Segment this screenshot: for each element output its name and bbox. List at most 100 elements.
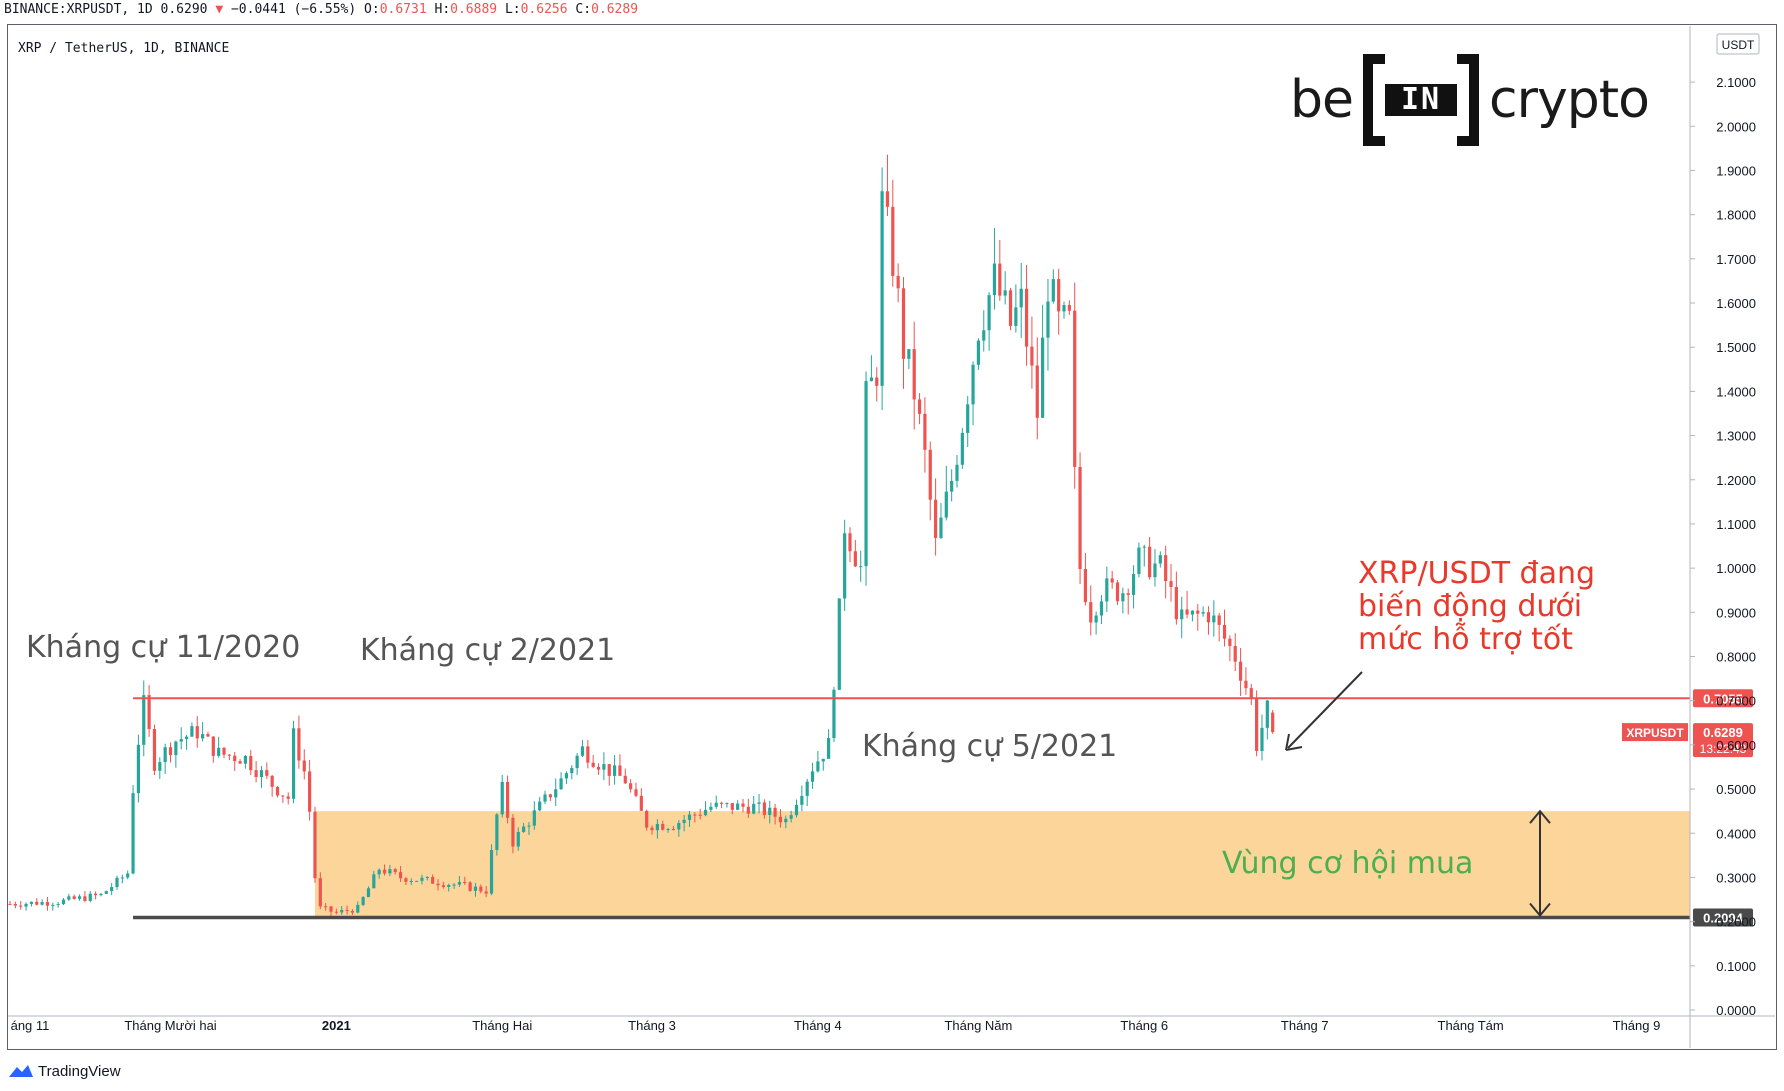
candle-body: [425, 876, 429, 878]
candle-body: [527, 825, 531, 827]
candle-body: [1030, 346, 1034, 366]
candle-body: [233, 755, 237, 762]
tradingview-brand[interactable]: TradingView: [8, 1060, 121, 1082]
candle-body: [1067, 305, 1071, 311]
x-tick-label: áng 11: [11, 1018, 50, 1033]
candle-body: [265, 770, 269, 776]
candle-body: [907, 349, 911, 359]
candle-body: [479, 886, 483, 892]
candle-body: [206, 734, 210, 737]
candle-body: [83, 896, 87, 901]
candle-body: [816, 761, 820, 772]
candle-body: [971, 364, 975, 405]
candle-body: [308, 771, 312, 812]
symbol-line: BINANCE:XRPUSDT, 1D 0.6290: [4, 2, 208, 17]
candle-body: [147, 695, 151, 730]
candle-body: [40, 902, 44, 905]
candle-body: [1190, 610, 1195, 615]
x-tick-label: Tháng 3: [628, 1018, 676, 1033]
candle-body: [586, 746, 590, 763]
logo-in-box: IN: [1363, 54, 1479, 146]
candle-body: [1046, 301, 1050, 338]
x-tick-label: Tháng Hai: [472, 1018, 532, 1033]
candle-body: [559, 778, 563, 790]
symbol-info-bar: BINANCE:XRPUSDT, 1D 0.6290 ▼ −0.0441 (−6…: [4, 2, 638, 22]
candle-body: [810, 771, 815, 782]
candle-body: [356, 904, 360, 913]
candle-body: [992, 263, 997, 296]
candle-body: [1035, 365, 1039, 418]
candle-body: [880, 191, 884, 386]
current-price-tag: [1693, 723, 1753, 758]
y-tick-label: 2.0000: [1716, 119, 1756, 134]
candle-body: [388, 869, 392, 874]
candle-body: [736, 803, 740, 810]
candle-body: [596, 766, 601, 770]
candle-body: [398, 872, 403, 879]
candle-body: [1051, 279, 1055, 302]
candles-group: [8, 154, 1275, 917]
candle-body: [891, 206, 895, 276]
chart-frame[interactable]: [7, 24, 1777, 1050]
annotations: Kháng cự 11/2020 Kháng cự 2/2021 Kháng cự …: [26, 556, 1595, 918]
y-tick-label: 0.3000: [1716, 870, 1756, 885]
candle-body: [484, 891, 488, 894]
y-tick-label: 0.1000: [1716, 959, 1756, 974]
price-levels: 0.7055 0.2094 XRPUSDT 0.6289 13:22:43: [133, 689, 1753, 927]
candle-body: [142, 695, 146, 745]
candle-body: [709, 806, 713, 810]
candle-body: [152, 729, 157, 771]
candle-body: [998, 263, 1002, 296]
annotation-text: biến động dưới: [1358, 589, 1582, 624]
candle-body: [281, 795, 285, 797]
candle-body: [179, 739, 183, 742]
candle-body: [1238, 661, 1243, 681]
logo-be: be: [1290, 70, 1354, 130]
candle-body: [131, 793, 135, 874]
candle-body: [693, 814, 697, 816]
candle-body: [377, 869, 381, 875]
annotation-text: Kháng cự 11/2020: [26, 630, 300, 665]
y-tick-label: 1.1000: [1716, 517, 1756, 532]
close-value: 0.6289: [591, 2, 639, 17]
candle-body: [1105, 578, 1109, 602]
candle-body: [163, 747, 167, 763]
candle-body: [1158, 555, 1162, 564]
candle-body: [420, 877, 424, 881]
candle-body: [382, 869, 387, 874]
candle-body: [1222, 624, 1227, 639]
candle-body: [45, 902, 50, 906]
countdown-label: 13:22:43: [1700, 742, 1747, 756]
candle-body: [575, 755, 579, 769]
candle-body: [1008, 290, 1013, 326]
candle-body: [629, 783, 633, 790]
pointer-arrow-line: [1287, 671, 1363, 749]
candle-body: [350, 910, 355, 913]
candle-body: [243, 755, 248, 764]
candle-body: [1057, 279, 1061, 312]
candle-body: [1169, 581, 1173, 587]
candle-body: [1115, 582, 1120, 602]
candle-body: [725, 803, 729, 805]
candle-body: [1271, 712, 1275, 733]
candle-body: [409, 880, 413, 882]
symbol-tag-label: XRPUSDT: [1626, 726, 1684, 740]
candle-body: [1131, 574, 1136, 595]
y-tick-label: 0.2000: [1716, 915, 1756, 930]
candle-body: [885, 191, 890, 207]
candle-body: [61, 899, 66, 905]
candle-body: [211, 736, 215, 756]
x-tick-label: Tháng Năm: [944, 1018, 1012, 1033]
candle-body: [184, 736, 189, 740]
candle-body: [77, 896, 82, 899]
x-tick-label: Tháng 4: [794, 1018, 842, 1033]
candle-body: [928, 449, 932, 500]
candle-body: [158, 762, 162, 771]
candle-body: [259, 770, 264, 778]
y-tick-label: 2.1000: [1716, 75, 1756, 90]
candle-body: [489, 849, 494, 894]
buy-zone: [314, 811, 1690, 918]
candle-body: [784, 818, 788, 823]
candle-body: [318, 878, 322, 907]
